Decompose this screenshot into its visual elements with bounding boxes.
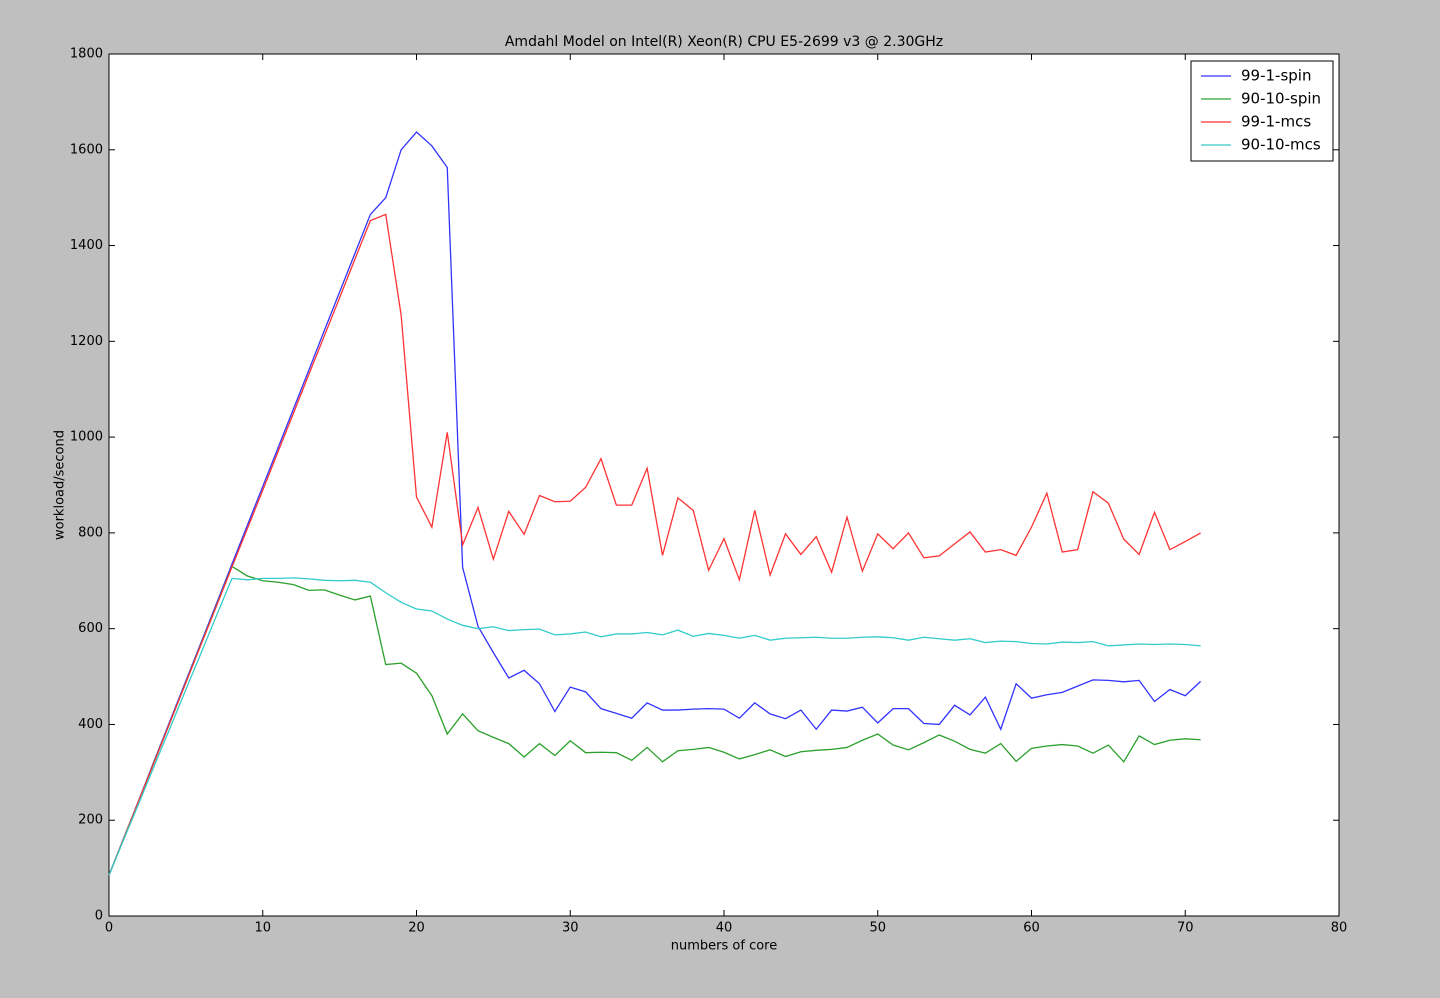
y-tick-label: 200 (78, 813, 103, 828)
legend-box (1190, 60, 1334, 162)
legend-label: 99-1-mcs (1241, 113, 1311, 131)
x-tick-label: 20 (408, 921, 425, 936)
y-tick-label: 0 (95, 909, 103, 924)
x-tick-label: 60 (1023, 921, 1040, 936)
series-line (108, 213, 1201, 876)
y-tick-label: 800 (78, 525, 103, 540)
legend-label: 90-10-spin (1241, 90, 1321, 108)
y-tick-label: 1800 (70, 47, 103, 62)
x-tick-label: 40 (716, 921, 733, 936)
series-line (108, 577, 1201, 876)
x-tick-label: 30 (562, 921, 579, 936)
y-tick-label: 400 (78, 717, 103, 732)
chart-title: Amdahl Model on Intel(R) Xeon(R) CPU E5-… (505, 34, 943, 50)
x-tick-label: 0 (105, 921, 113, 936)
series-line (108, 565, 1201, 876)
series-line (108, 131, 1202, 876)
legend-label: 99-1-spin (1241, 67, 1311, 85)
y-tick-label: 600 (78, 621, 103, 636)
y-tick-label: 1200 (70, 334, 103, 349)
y-tick-label: 1600 (70, 142, 103, 157)
y-tick-label: 1400 (70, 238, 103, 253)
legend-label: 90-10-mcs (1241, 136, 1321, 154)
x-tick-label: 10 (254, 921, 271, 936)
x-tick-label: 70 (1177, 921, 1194, 936)
x-tick-label: 50 (869, 921, 886, 936)
y-tick-label: 1000 (70, 430, 103, 445)
x-axis-label: numbers of core (671, 939, 777, 954)
x-tick-label: 80 (1331, 921, 1348, 936)
plot-area (108, 53, 1340, 917)
y-axis-label: workload/second (53, 430, 68, 540)
